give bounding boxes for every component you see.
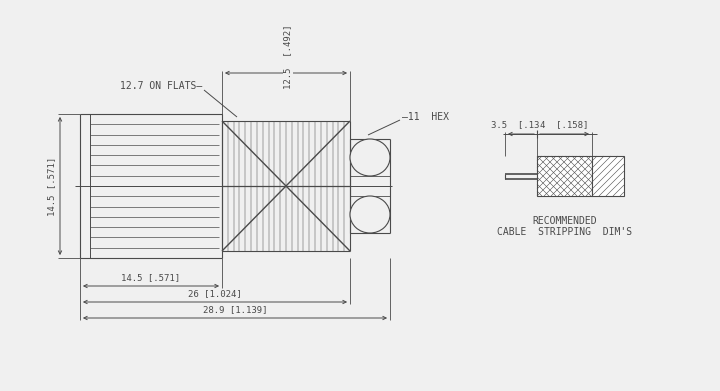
Ellipse shape [350,139,390,176]
Text: 4  [.158]: 4 [.158] [540,120,589,129]
Text: 28.9 [1.139]: 28.9 [1.139] [203,305,267,314]
Ellipse shape [350,196,390,233]
Text: 26 [1.024]: 26 [1.024] [188,289,242,298]
Bar [537,156,592,196]
Text: RECOMMENDED: RECOMMENDED [532,216,597,226]
Text: 3.5  [.138]: 3.5 [.138] [492,120,551,129]
Text: 14.5 [.571]: 14.5 [.571] [122,273,181,283]
Text: 12.7 ON FLATS—: 12.7 ON FLATS— [120,81,202,91]
Text: 12.5  [.492]: 12.5 [.492] [284,25,292,89]
Bar [592,156,624,196]
Text: 14.5 [.571]: 14.5 [.571] [48,156,56,215]
Text: —11  HEX: —11 HEX [402,112,449,122]
Text: CABLE  STRIPPING  DIM'S: CABLE STRIPPING DIM'S [497,227,632,237]
